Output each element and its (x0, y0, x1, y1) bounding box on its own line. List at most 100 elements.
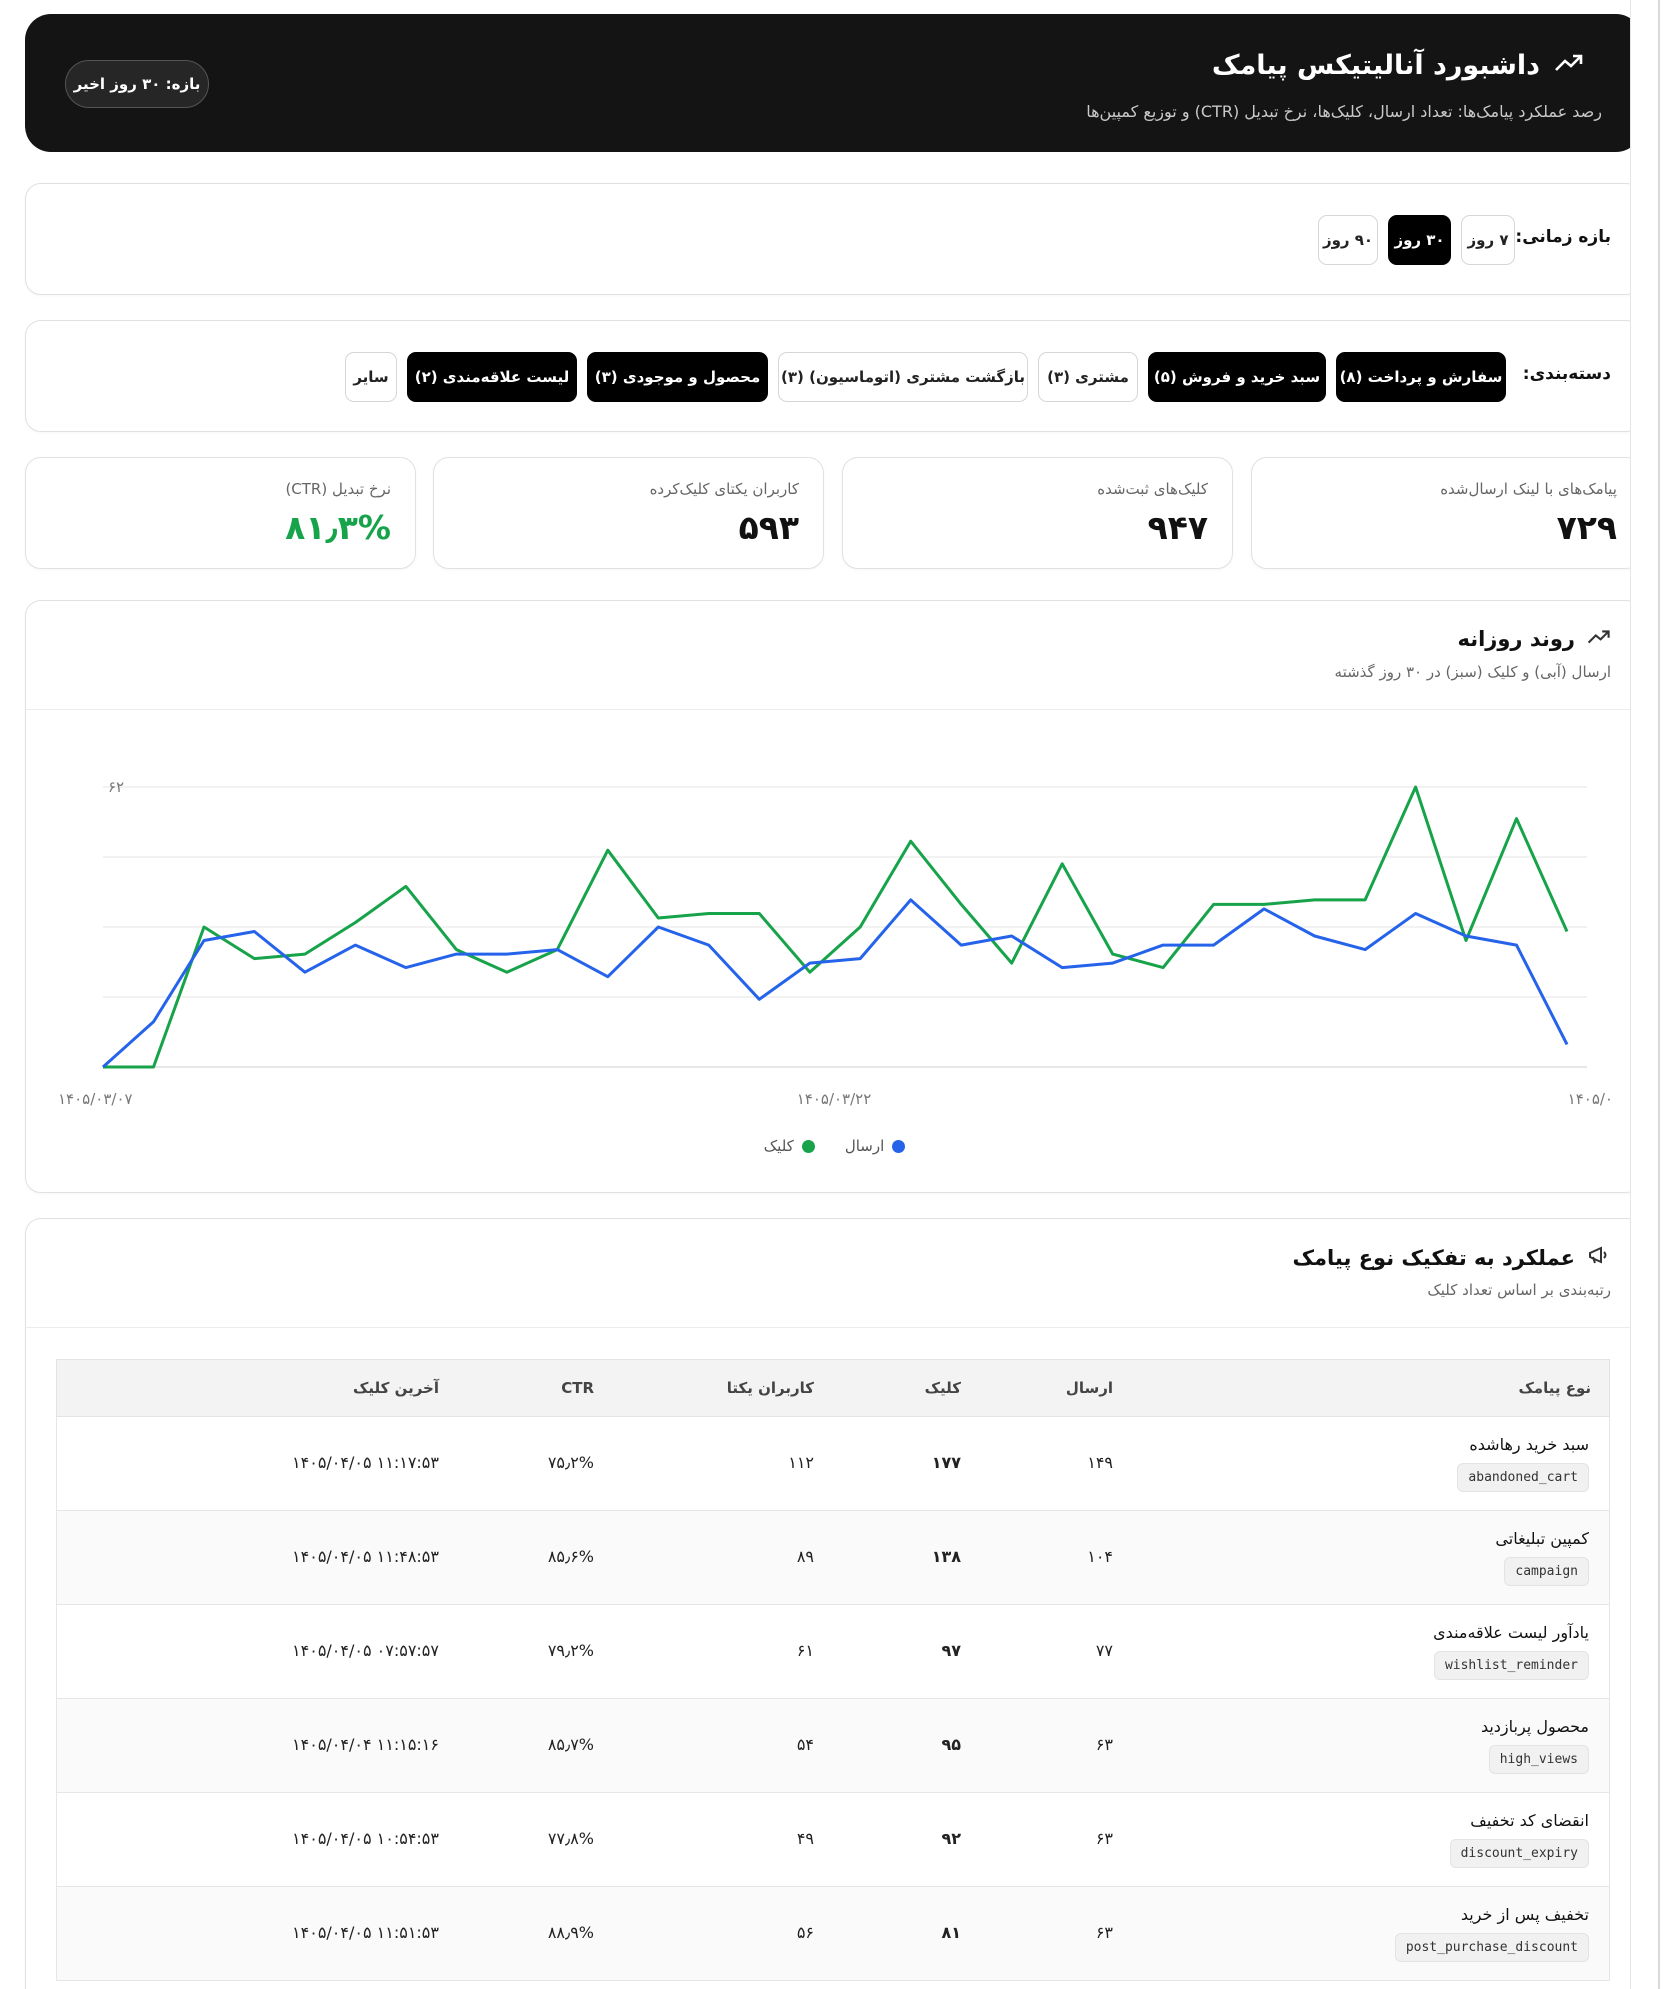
col-click[interactable]: کلیک (924, 1379, 961, 1397)
trend-title: روند روزانه (1457, 627, 1575, 651)
legend-send-label: ارسال (844, 1137, 885, 1155)
col-ctr[interactable]: CTR (561, 1379, 594, 1397)
row-last-click: ۱۴۰۵/۰۴/۰۵ ۱۰:۵۴:۵۳ (292, 1829, 439, 1848)
category-wishlist[interactable]: لیست علاقه‌مندی (۲) (407, 352, 577, 402)
row-unique: ۵۶ (796, 1923, 814, 1942)
time-option-30[interactable]: ۳۰ روز (1388, 215, 1451, 265)
divider (26, 1327, 1641, 1328)
row-type-code: post_purchase_discount (1394, 1933, 1589, 1962)
time-option-7[interactable]: ۷ روز (1461, 215, 1515, 265)
row-unique: ۸۹ (796, 1547, 814, 1566)
stat-value: ۵۹۳ (738, 508, 799, 547)
row-click: ۹۲ (941, 1829, 961, 1848)
daily-trend-card: روند روزانه ارسال (آبی) و کلیک (سبز) در … (25, 600, 1642, 1193)
legend-send[interactable]: ارسال (844, 1137, 906, 1155)
row-type-name: کمپین تبلیغاتی (1495, 1529, 1589, 1548)
performance-card: عملکرد به تفکیک نوع پیامک رتبه‌بندی بر ا… (25, 1218, 1642, 1989)
row-ctr: ۸۸٫۹% (547, 1923, 594, 1942)
category-cart-sales[interactable]: سبد خرید و فروش (۵) (1148, 352, 1326, 402)
table-row[interactable]: سبد خرید رهاشده abandoned_cart ۱۴۹ ۱۷۷ ۱۱۲ ۷۵… (56, 1417, 1610, 1511)
row-type-code: discount_expiry (1449, 1839, 1589, 1868)
category-customer-return[interactable]: بازگشت مشتری (اتوماسیون) (۳) (778, 352, 1028, 402)
table-body: سبد خرید رهاشده abandoned_cart ۱۴۹ ۱۷۷ ۱۱۲ ۷۵… (56, 1417, 1610, 1981)
row-send: ۱۴۹ (1087, 1453, 1113, 1472)
row-send: ۶۳ (1095, 1735, 1113, 1754)
y-tick-label: ۶۲ (108, 778, 124, 796)
row-click: ۹۵ (941, 1735, 961, 1754)
performance-title: عملکرد به تفکیک نوع پیامک (1292, 1245, 1575, 1270)
stat-card-unique-users: کاربران یکتای کلیک‌کرده ۵۹۳ (433, 457, 824, 569)
row-send: ۶۳ (1095, 1923, 1113, 1942)
time-filter-card: بازه زمانی: ۷ روز ۳۰ روز ۹۰ روز (25, 183, 1642, 295)
row-send: ۱۰۴ (1087, 1547, 1113, 1566)
scrollbar[interactable] (1630, 0, 1678, 1989)
stat-value: ۷۲۹ (1556, 508, 1617, 547)
row-send: ۶۳ (1095, 1829, 1113, 1848)
series-line-send[interactable] (101, 898, 1569, 1069)
legend-click-dot (801, 1139, 815, 1153)
col-type[interactable]: نوع پیامک (1518, 1379, 1591, 1397)
legend-click[interactable]: کلیک (764, 1137, 815, 1155)
row-type-name: محصول پربازدید (1480, 1717, 1589, 1736)
stat-label: پیامک‌های با لینک ارسال‌شده (1440, 480, 1617, 498)
stat-card-clicks: کلیک‌های ثبت‌شده ۹۴۷ (842, 457, 1233, 569)
row-click: ۱۳۸ (931, 1547, 961, 1566)
divider (26, 709, 1641, 710)
performance-subtitle: رتبه‌بندی بر اساس تعداد کلیک (1427, 1281, 1611, 1299)
row-ctr: ۸۵٫۷% (547, 1735, 594, 1754)
row-type-name: انقضای کد تخفیف (1470, 1811, 1589, 1830)
row-click: ۸۱ (941, 1923, 961, 1942)
stat-value: ۸۱٫۳% (285, 508, 391, 547)
row-unique: ۴۹ (796, 1829, 814, 1848)
performance-title-wrap: عملکرد به تفکیک نوع پیامک (1293, 1245, 1611, 1270)
table-row[interactable]: یادآور لیست علاقه‌مندی wishlist_reminder ۷… (56, 1605, 1610, 1699)
table-row[interactable]: انقضای کد تخفیف discount_expiry ۶۳ ۹۲ ۴۹ ۷۷٫۸… (56, 1793, 1610, 1887)
x-tick-label: ۱۴۰۵/۰ (1568, 1090, 1613, 1108)
row-type-name: سبد خرید رهاشده (1469, 1435, 1589, 1454)
chart-legend: ارسال کلیک (26, 1137, 1643, 1155)
chart-lines (101, 785, 1569, 1069)
table-header: نوع پیامک ارسال کلیک کاربران یکتا CTR آخ… (56, 1359, 1610, 1417)
range-badge[interactable]: بازه: ۳۰ روز اخیر (65, 60, 209, 108)
row-type-name: یادآور لیست علاقه‌مندی (1433, 1623, 1589, 1642)
row-last-click: ۱۴۰۵/۰۴/۰۴ ۱۱:۱۵:۱۶ (292, 1735, 439, 1754)
stat-value: ۹۴۷ (1147, 508, 1208, 547)
category-customer[interactable]: مشتری (۳) (1038, 352, 1138, 402)
row-type-name: تخفیف پس از خرید (1460, 1905, 1589, 1924)
row-type-code: wishlist_reminder (1433, 1651, 1589, 1680)
table-row[interactable]: تخفیف پس از خرید post_purchase_discount ۶۳… (56, 1887, 1610, 1981)
category-filter-card: دسته‌بندی: سفارش و پرداخت (۸) سبد خرید و… (25, 320, 1642, 432)
page: داشبورد آنالیتیکس پیامک رصد عملکرد پیامک… (25, 14, 1642, 1989)
time-option-90[interactable]: ۹۰ روز (1318, 215, 1378, 265)
row-type-code: high_views (1488, 1745, 1589, 1774)
x-tick-label: ۱۴۰۵/۰۳/۲۲ (797, 1090, 872, 1108)
col-unique[interactable]: کاربران یکتا (726, 1379, 814, 1397)
col-send[interactable]: ارسال (1065, 1379, 1113, 1397)
col-last-click[interactable]: آخرین کلیک (353, 1379, 439, 1397)
stat-label: کلیک‌های ثبت‌شده (1097, 480, 1208, 498)
row-ctr: ۸۵٫۶% (547, 1547, 594, 1566)
row-unique: ۶۱ (796, 1641, 814, 1660)
stat-label: کاربران یکتای کلیک‌کرده (649, 480, 799, 498)
row-last-click: ۱۴۰۵/۰۴/۰۵ ۱۱:۵۱:۵۳ (292, 1923, 439, 1942)
stat-card-ctr: نرخ تبدیل (CTR) ۸۱٫۳% (25, 457, 416, 569)
legend-send-dot (892, 1139, 906, 1153)
category-product-stock[interactable]: محصول و موجودی (۳) (587, 352, 768, 402)
dashboard-header: داشبورد آنالیتیکس پیامک رصد عملکرد پیامک… (25, 14, 1642, 152)
performance-table: نوع پیامک ارسال کلیک کاربران یکتا CTR آخ… (56, 1359, 1610, 1981)
series-line-click[interactable] (103, 785, 1569, 1069)
legend-click-label: کلیک (763, 1137, 794, 1155)
page-subtitle: رصد عملکرد پیامک‌ها: تعداد ارسال، کلیک‌ه… (1086, 102, 1602, 121)
category-other[interactable]: سایر (345, 352, 397, 402)
category-order-payment[interactable]: سفارش و پرداخت (۸) (1336, 352, 1506, 402)
row-unique: ۵۴ (796, 1735, 814, 1754)
row-last-click: ۱۴۰۵/۰۴/۰۵ ۰۷:۵۷:۵۷ (292, 1641, 439, 1660)
row-ctr: ۷۵٫۲% (547, 1453, 594, 1472)
row-unique: ۱۱۲ (788, 1453, 814, 1472)
trending-up-icon (1587, 627, 1611, 651)
row-type-code: abandoned_cart (1457, 1463, 1589, 1492)
scrollbar-thumb[interactable] (1658, 0, 1660, 1989)
table-row[interactable]: کمپین تبلیغاتی campaign ۱۰۴ ۱۳۸ ۸۹ ۸۵٫۶% ۱۴۰۵/… (56, 1511, 1610, 1605)
trend-subtitle: ارسال (آبی) و کلیک (سبز) در ۳۰ روز گذشته (1334, 663, 1611, 681)
table-row[interactable]: محصول پربازدید high_views ۶۳ ۹۵ ۵۴ ۸۵٫۷% ۱۴۰۵/… (56, 1699, 1610, 1793)
